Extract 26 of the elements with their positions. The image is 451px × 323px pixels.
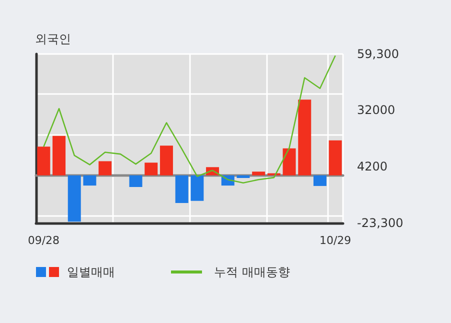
- bar: [144, 162, 158, 176]
- bar: [175, 175, 188, 203]
- bar: [328, 140, 342, 176]
- bar: [98, 161, 112, 176]
- chart-title: 외국인: [35, 32, 71, 46]
- y-tick-label: 32000: [357, 102, 396, 117]
- bar: [37, 146, 50, 176]
- legend-label: 누적 매매동향: [214, 265, 290, 279]
- bar: [313, 175, 326, 186]
- bar: [236, 175, 250, 178]
- bar: [68, 175, 81, 222]
- bar: [282, 148, 296, 176]
- bar: [298, 100, 312, 176]
- bar: [129, 175, 142, 187]
- legend-label: 일별매매: [67, 265, 115, 279]
- x-tick-label: 09/28: [28, 234, 60, 247]
- line-series: [43, 54, 336, 184]
- bar: [83, 175, 96, 186]
- bar: [252, 172, 266, 176]
- bar: [52, 136, 66, 176]
- bar: [190, 175, 204, 201]
- y-tick-label: 4200: [357, 160, 388, 174]
- y-tick-label: -23,300: [357, 216, 404, 230]
- bar: [160, 146, 173, 176]
- x-tick-label: 10/29: [319, 234, 352, 247]
- y-tick-label: 59,300: [357, 47, 399, 61]
